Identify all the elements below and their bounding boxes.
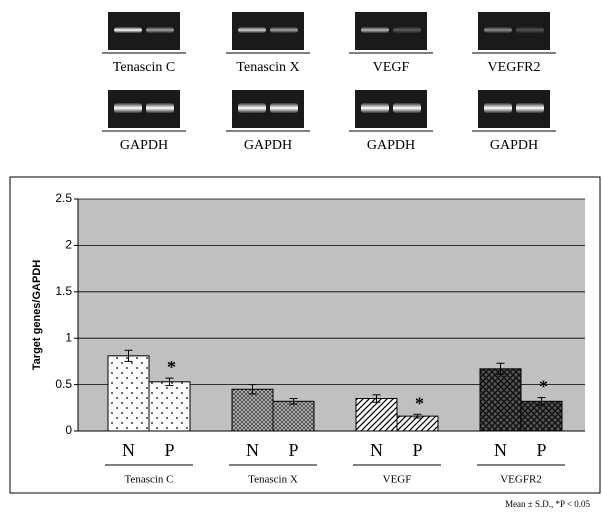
gel-label: Tenascin C [113, 60, 175, 75]
gel-label: VEGFR2 [488, 60, 541, 75]
gel-band [361, 103, 389, 113]
x-tick-label: Tenascin C [124, 474, 173, 486]
gel-band [270, 27, 298, 33]
series-label: N [246, 440, 259, 460]
bar [356, 399, 397, 431]
gel-band [146, 27, 174, 33]
gel-band [393, 27, 421, 33]
series-label: N [494, 440, 507, 460]
significance-marker: * [539, 377, 548, 397]
significance-marker: * [415, 393, 424, 413]
y-tick-label: 2 [65, 238, 72, 252]
footnote: Mean ± S.D., *P < 0.05 [505, 499, 590, 509]
x-tick-label: VEGFR2 [500, 474, 542, 486]
figure: Target genes/GAPDH Mean ± S.D., *P < 0.0… [0, 0, 602, 515]
x-tick-label: VEGF [383, 474, 412, 486]
gel-label: GAPDH [244, 138, 292, 153]
bar [273, 401, 314, 431]
gel-label: VEGF [373, 60, 410, 75]
gel-band [270, 103, 298, 113]
bar [108, 356, 149, 431]
gel-band [238, 27, 266, 33]
gel-band [393, 103, 421, 113]
gel-band [484, 27, 512, 33]
bar [149, 382, 190, 431]
gel-band [516, 27, 544, 33]
significance-marker: * [167, 357, 176, 377]
gel-label: GAPDH [490, 138, 538, 153]
gel-label: GAPDH [120, 138, 168, 153]
y-tick-label: 0.5 [55, 377, 72, 391]
y-tick-label: 2.5 [55, 191, 72, 205]
series-label: P [288, 440, 298, 460]
series-label: P [164, 440, 174, 460]
series-label: P [412, 440, 422, 460]
gel-band [361, 27, 389, 33]
gel-band [114, 103, 142, 113]
gel-band [484, 103, 512, 113]
x-tick-label: Tenascin X [248, 474, 298, 486]
gel-label: GAPDH [367, 138, 415, 153]
bar [521, 401, 562, 431]
y-tick-label: 1.5 [55, 284, 72, 298]
y-axis-label: Target genes/GAPDH [31, 260, 43, 370]
gel-band [238, 103, 266, 113]
y-tick-label: 0 [65, 423, 72, 437]
gel-band [516, 103, 544, 113]
bar [232, 389, 273, 431]
gel-label: Tenascin X [236, 60, 299, 75]
gel-band [146, 103, 174, 113]
gel-band [114, 27, 142, 33]
series-label: P [536, 440, 546, 460]
bar [480, 369, 521, 431]
series-label: N [370, 440, 383, 460]
series-label: N [122, 440, 135, 460]
y-tick-label: 1 [65, 330, 72, 344]
